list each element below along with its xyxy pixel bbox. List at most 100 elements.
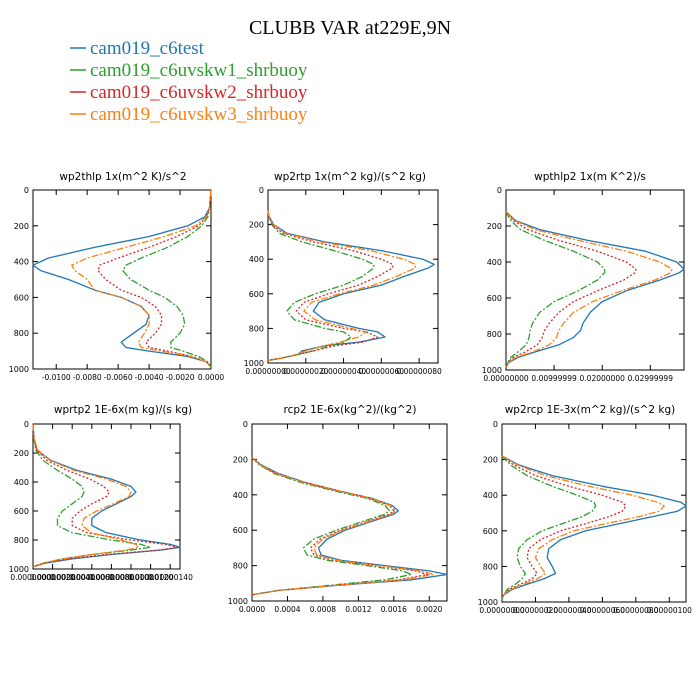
y-tick-label: 0 <box>243 420 248 429</box>
plot-frame <box>32 189 212 370</box>
series-line <box>501 455 627 600</box>
series-line <box>32 423 140 568</box>
x-tick-label: -0.0100 <box>42 373 71 382</box>
x-tick-label: 0.00000040 <box>546 606 592 615</box>
series-line <box>501 455 665 600</box>
x-tick-label: 0.00000080 <box>613 606 659 615</box>
y-tick-label: 200 <box>487 222 502 231</box>
plot-frame <box>251 423 448 602</box>
y-tick-label: 1000 <box>478 598 498 607</box>
x-tick-label: 0.00999999 <box>531 374 577 383</box>
series-line <box>505 211 673 368</box>
panel-title: rcp2 1E-6x(kg^2)/(kg^2) <box>284 404 417 416</box>
y-tick-label: 0 <box>24 186 29 195</box>
x-tick-label: -0.0020 <box>166 373 195 382</box>
x-tick-label: -0.0060 <box>104 373 133 382</box>
panel-title: wp2thlp 1x(m^2 K)/s^2 <box>59 171 186 183</box>
x-tick-label: 0.00000060 <box>359 367 405 376</box>
x-tick-label: 0.00000060 <box>69 573 115 582</box>
chart-panel: wp2rcp 1E-3x(m^2 kg)/(s^2 kg) 0 200 400 600 8… <box>478 404 693 615</box>
x-tick-label: 0.00000000 <box>479 606 525 615</box>
y-tick-label: 800 <box>487 330 502 339</box>
series-line <box>501 455 687 600</box>
y-tick-label: 200 <box>14 449 29 458</box>
legend-label: cam019_c6test <box>90 38 205 59</box>
series-line <box>32 423 181 568</box>
x-tick-label: 0.0004 <box>274 605 300 614</box>
series-line <box>267 210 394 362</box>
series-line <box>251 457 448 596</box>
plot-frame <box>267 189 439 364</box>
x-tick-label: 0.00000120 <box>128 573 174 582</box>
series-line <box>97 189 212 368</box>
plot-frame <box>32 423 181 570</box>
series-line <box>251 457 429 596</box>
y-tick-label: 600 <box>249 290 264 299</box>
x-tick-label: 0.00000000 <box>10 573 56 582</box>
panel-title: wp2rtp 1x(m^2 kg)/(s^2 kg) <box>274 171 426 183</box>
series-line <box>505 211 685 368</box>
x-tick-label: 0.00000000 <box>245 367 291 376</box>
y-tick-label: 1000 <box>9 565 29 574</box>
x-tick-label: -0.0080 <box>73 373 102 382</box>
y-tick-label: 400 <box>249 255 264 264</box>
x-tick-label: 0.00000020 <box>283 367 329 376</box>
y-tick-label: 200 <box>233 455 248 464</box>
x-tick-label: 0.02999999 <box>628 374 674 383</box>
y-tick-label: 400 <box>487 258 502 267</box>
x-tick-label: 0.00000080 <box>396 367 442 376</box>
plot-frame <box>505 189 685 371</box>
series-line <box>267 210 435 362</box>
x-tick-label: 0.00000100 <box>647 606 693 615</box>
y-tick-label: 800 <box>233 562 248 571</box>
y-tick-label: 0 <box>493 420 498 429</box>
series-line <box>501 455 597 600</box>
y-tick-label: 600 <box>14 293 29 302</box>
legend-label: cam019_c6uvskw3_shrbuoy <box>90 104 308 125</box>
series-line <box>122 189 212 368</box>
panel-title: wp2rcp 1E-3x(m^2 kg)/(s^2 kg) <box>505 404 676 416</box>
legend-label: cam019_c6uvskw2_shrbuoy <box>90 82 308 103</box>
y-tick-label: 600 <box>483 527 498 536</box>
figure-title: CLUBB VAR at229E,9N <box>249 17 451 39</box>
series-line <box>505 211 637 368</box>
series-line <box>505 211 606 368</box>
x-tick-label: 0.00000080 <box>89 573 135 582</box>
chart-panel: wp2thlp 1x(m^2 K)/s^2 0 200 400 600 800 1000 -0… <box>9 171 225 382</box>
y-tick-label: 1000 <box>9 365 29 374</box>
x-tick-label: 0.0020 <box>416 605 442 614</box>
x-tick-label: 0.02000000 <box>580 374 626 383</box>
y-tick-label: 0 <box>24 420 29 429</box>
y-tick-label: 200 <box>14 222 29 231</box>
series-line <box>32 189 212 368</box>
legend-label: cam019_c6uvskw1_shrbuoy <box>90 60 308 81</box>
x-tick-label: 0.00000020 <box>30 573 76 582</box>
x-tick-label: 0.0000 <box>239 605 265 614</box>
y-tick-label: 0 <box>259 186 264 195</box>
x-tick-label: 0.0008 <box>310 605 336 614</box>
series-line <box>267 210 416 362</box>
chart-panels: wp2thlp 1x(m^2 K)/s^2 0 200 400 600 800 1000 -0… <box>9 171 693 615</box>
y-tick-label: 1000 <box>228 597 248 606</box>
panel-title: wpthlp2 1x(m K^2)/s <box>534 171 646 183</box>
y-tick-label: 1000 <box>244 359 264 368</box>
series-line <box>251 457 435 596</box>
plot-frame <box>501 423 687 603</box>
y-tick-label: 800 <box>249 324 264 333</box>
chart-panel: wpthlp2 1x(m K^2)/s020040060080010000.00… <box>482 171 685 383</box>
y-tick-label: 200 <box>249 221 264 230</box>
series-line <box>267 210 375 362</box>
y-tick-label: 1000 <box>482 366 502 375</box>
x-tick-label: 0.00000140 <box>148 573 194 582</box>
y-tick-label: 800 <box>14 536 29 545</box>
x-tick-label: 0.00000040 <box>50 573 96 582</box>
x-tick-label: 0.00000060 <box>580 606 626 615</box>
x-tick-label: 0.00000000 <box>483 374 529 383</box>
x-tick-label: 0.00000020 <box>513 606 559 615</box>
x-tick-label: 0.0012 <box>345 605 371 614</box>
series-line <box>32 423 179 568</box>
series-line <box>71 189 212 368</box>
y-tick-label: 400 <box>14 478 29 487</box>
y-tick-label: 400 <box>14 258 29 267</box>
